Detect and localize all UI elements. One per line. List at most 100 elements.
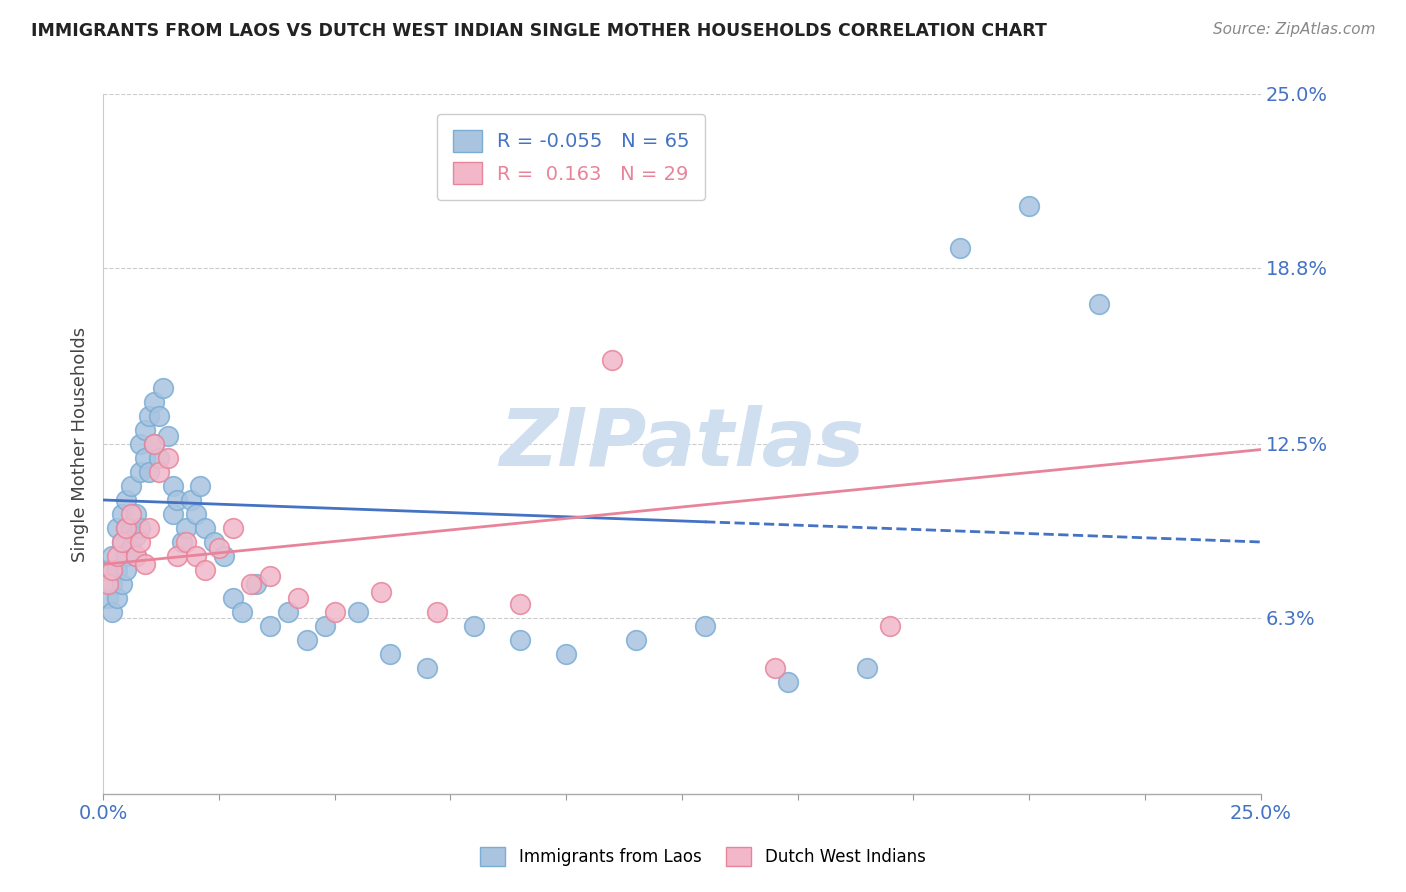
Point xyxy=(184,507,207,521)
Point xyxy=(148,409,170,423)
Text: ZIPatlas: ZIPatlas xyxy=(499,405,865,483)
Point xyxy=(425,605,447,619)
Point xyxy=(162,479,184,493)
Point xyxy=(287,591,309,605)
Point xyxy=(1018,199,1040,213)
Point xyxy=(111,507,134,521)
Point xyxy=(222,591,245,605)
Point xyxy=(115,521,138,535)
Point xyxy=(124,529,146,543)
Point xyxy=(101,605,124,619)
Point xyxy=(115,563,138,577)
Point xyxy=(763,661,786,675)
Point xyxy=(240,577,263,591)
Point xyxy=(148,450,170,465)
Text: IMMIGRANTS FROM LAOS VS DUTCH WEST INDIAN SINGLE MOTHER HOUSEHOLDS CORRELATION C: IMMIGRANTS FROM LAOS VS DUTCH WEST INDIA… xyxy=(31,22,1047,40)
Point xyxy=(138,465,160,479)
Point xyxy=(463,619,485,633)
Point xyxy=(245,577,267,591)
Point xyxy=(208,541,231,555)
Point xyxy=(105,591,128,605)
Point xyxy=(115,549,138,563)
Point xyxy=(143,437,166,451)
Point xyxy=(380,647,402,661)
Point xyxy=(314,619,336,633)
Point xyxy=(105,521,128,535)
Point xyxy=(97,563,120,577)
Point xyxy=(124,549,146,563)
Point xyxy=(134,423,156,437)
Point xyxy=(856,661,879,675)
Point xyxy=(202,535,225,549)
Point xyxy=(295,633,318,648)
Point xyxy=(101,563,124,577)
Point xyxy=(111,577,134,591)
Point xyxy=(129,465,152,479)
Point xyxy=(509,633,531,648)
Point xyxy=(101,577,124,591)
Point xyxy=(166,549,188,563)
Point xyxy=(555,647,578,661)
Point xyxy=(129,521,152,535)
Point xyxy=(97,591,120,605)
Text: Source: ZipAtlas.com: Source: ZipAtlas.com xyxy=(1212,22,1375,37)
Point xyxy=(212,549,235,563)
Point xyxy=(231,605,253,619)
Point xyxy=(176,521,198,535)
Point xyxy=(509,597,531,611)
Point xyxy=(602,353,624,368)
Point xyxy=(346,605,368,619)
Point xyxy=(323,605,346,619)
Point xyxy=(111,535,134,549)
Point xyxy=(1087,297,1109,311)
Point xyxy=(166,493,188,508)
Point xyxy=(778,675,800,690)
Point xyxy=(879,619,901,633)
Point xyxy=(162,507,184,521)
Point xyxy=(120,507,142,521)
Point xyxy=(194,521,217,535)
Point xyxy=(97,577,120,591)
Point xyxy=(156,450,179,465)
Point xyxy=(156,428,179,442)
Y-axis label: Single Mother Households: Single Mother Households xyxy=(72,326,89,562)
Point xyxy=(129,535,152,549)
Point xyxy=(120,541,142,555)
Point xyxy=(259,568,281,582)
Point xyxy=(176,535,198,549)
Point xyxy=(222,521,245,535)
Point xyxy=(143,437,166,451)
Point xyxy=(105,549,128,563)
Point xyxy=(170,535,193,549)
Point xyxy=(124,549,146,563)
Point xyxy=(115,493,138,508)
Point xyxy=(138,409,160,423)
Point xyxy=(143,395,166,409)
Point xyxy=(184,549,207,563)
Point xyxy=(120,479,142,493)
Point xyxy=(138,521,160,535)
Point xyxy=(949,241,972,255)
Point xyxy=(152,381,174,395)
Legend: Immigrants from Laos, Dutch West Indians: Immigrants from Laos, Dutch West Indians xyxy=(474,840,932,873)
Legend: R = -0.055   N = 65, R =  0.163   N = 29: R = -0.055 N = 65, R = 0.163 N = 29 xyxy=(437,114,706,200)
Point xyxy=(111,535,134,549)
Point xyxy=(416,661,439,675)
Point xyxy=(129,437,152,451)
Point xyxy=(105,563,128,577)
Point xyxy=(148,465,170,479)
Point xyxy=(134,558,156,572)
Point xyxy=(124,507,146,521)
Point xyxy=(190,479,212,493)
Point xyxy=(277,605,299,619)
Point xyxy=(624,633,647,648)
Point xyxy=(134,450,156,465)
Point xyxy=(370,585,392,599)
Point xyxy=(120,521,142,535)
Point xyxy=(180,493,202,508)
Point xyxy=(194,563,217,577)
Point xyxy=(101,549,124,563)
Point xyxy=(693,619,716,633)
Point xyxy=(259,619,281,633)
Point xyxy=(115,521,138,535)
